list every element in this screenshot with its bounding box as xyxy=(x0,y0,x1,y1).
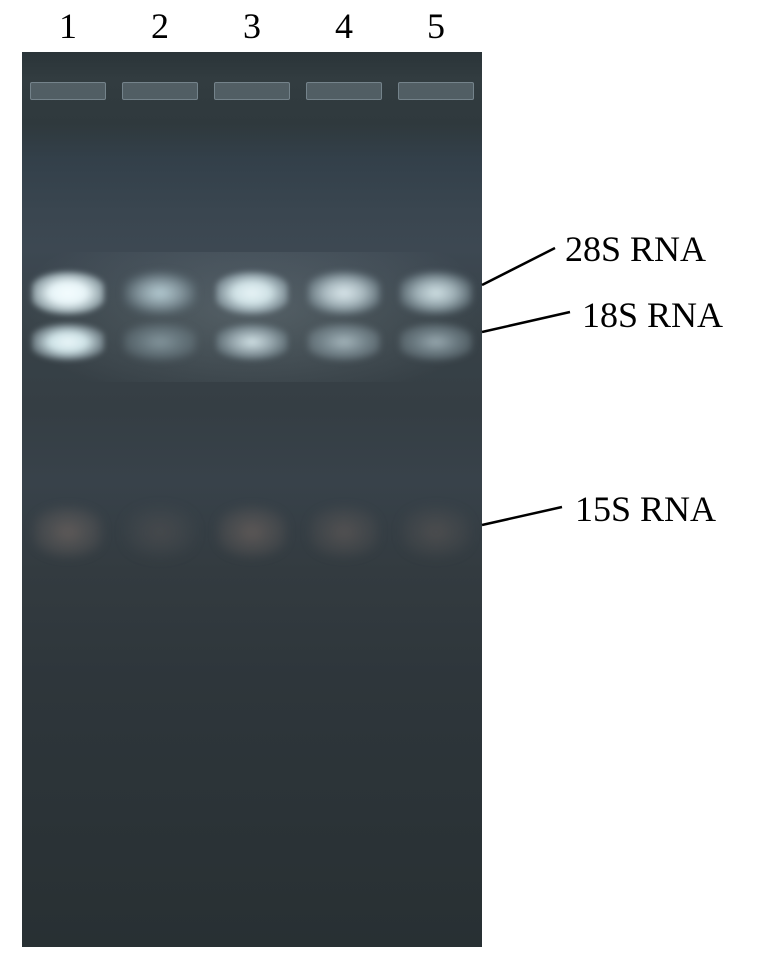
band-18s xyxy=(216,324,288,360)
gel-lanes xyxy=(22,52,482,947)
lane-4 xyxy=(304,52,384,947)
lane-3 xyxy=(212,52,292,947)
lane-1 xyxy=(28,52,108,947)
lane-number-row: 1 2 3 4 5 xyxy=(22,5,482,47)
band-28s xyxy=(400,272,472,314)
band-18s xyxy=(124,324,196,360)
lane-2 xyxy=(120,52,200,947)
label-18s-group: 18S RNA xyxy=(582,294,723,336)
band-15s xyxy=(34,507,102,557)
lane-5 xyxy=(396,52,476,947)
band-18s xyxy=(32,324,104,360)
band-18s xyxy=(400,324,472,360)
gel-figure: 1 2 3 4 5 xyxy=(0,0,779,963)
lane-number: 5 xyxy=(390,5,482,47)
band-28s xyxy=(124,272,196,314)
band-15s xyxy=(218,507,286,557)
band-15s xyxy=(402,507,470,557)
lane-number: 2 xyxy=(114,5,206,47)
label-28s: 28S RNA xyxy=(565,229,706,269)
band-18s xyxy=(308,324,380,360)
gel-image xyxy=(22,52,482,947)
label-15s: 15S RNA xyxy=(575,489,716,529)
lane-number: 1 xyxy=(22,5,114,47)
band-15s xyxy=(126,507,194,557)
label-18s: 18S RNA xyxy=(582,295,723,335)
leader-18s xyxy=(482,312,570,332)
leader-15s xyxy=(482,507,562,525)
leader-28s xyxy=(482,248,555,285)
band-15s xyxy=(310,507,378,557)
band-28s xyxy=(216,272,288,314)
lane-number: 4 xyxy=(298,5,390,47)
label-28s-group: 28S RNA xyxy=(565,228,706,270)
lane-number: 3 xyxy=(206,5,298,47)
band-28s xyxy=(32,272,104,314)
band-28s xyxy=(308,272,380,314)
label-15s-group: 15S RNA xyxy=(575,488,716,530)
